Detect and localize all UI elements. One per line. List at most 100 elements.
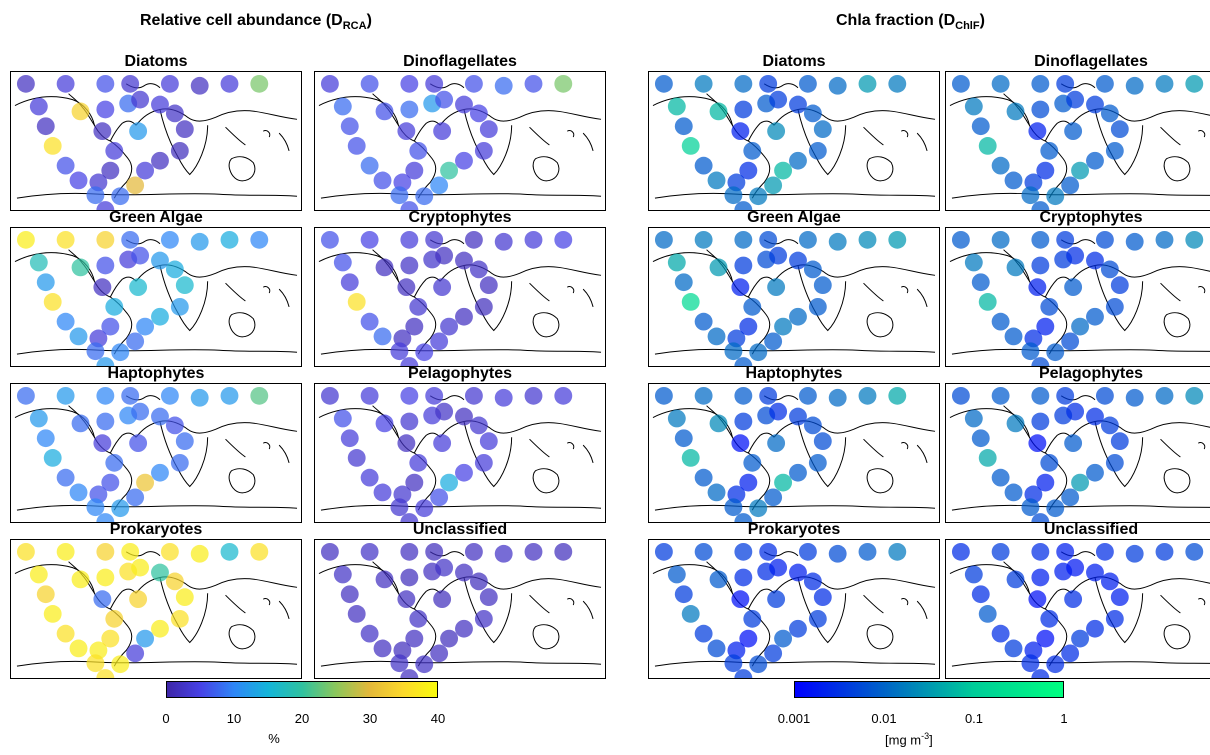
coastline (225, 594, 246, 614)
station-marker (1031, 412, 1050, 431)
station-marker (709, 414, 728, 433)
coastline (228, 468, 256, 494)
station-marker (400, 100, 419, 119)
station-marker (397, 590, 416, 609)
coastline (278, 444, 290, 463)
station-marker (667, 253, 686, 272)
station-marker (250, 74, 269, 93)
station-marker (789, 463, 807, 482)
station-marker (524, 230, 543, 249)
station-marker (694, 312, 713, 331)
station-marker (151, 619, 169, 638)
coastline (567, 130, 575, 138)
coastline (567, 442, 575, 450)
station-marker (455, 407, 473, 426)
station-marker (1031, 74, 1050, 93)
station-marker (469, 104, 488, 123)
world-map (314, 227, 606, 367)
station-marker (121, 386, 140, 405)
coastline (951, 504, 1210, 511)
station-marker (524, 74, 543, 93)
world-map (648, 227, 940, 367)
station-marker (71, 414, 90, 433)
station-marker (1064, 434, 1083, 453)
station-marker (1061, 176, 1080, 195)
station-marker (1185, 74, 1204, 93)
station-marker (375, 414, 394, 433)
station-marker (390, 498, 409, 517)
station-marker (709, 258, 728, 277)
station-marker (707, 171, 726, 190)
station-marker (888, 74, 907, 93)
coastline (263, 130, 271, 138)
station-marker (340, 585, 359, 604)
station-marker (250, 542, 269, 561)
station-marker (798, 386, 817, 405)
station-marker (126, 488, 145, 507)
colorbar-tick-label: 0.01 (871, 711, 897, 726)
coastline (532, 624, 560, 650)
station-marker (415, 499, 434, 518)
station-marker (16, 386, 35, 405)
coastline (228, 624, 256, 650)
station-marker (375, 258, 394, 277)
station-marker (151, 407, 169, 426)
station-marker (707, 639, 726, 658)
station-marker (105, 297, 124, 316)
station-marker (175, 120, 194, 139)
station-marker (494, 544, 513, 563)
station-marker (813, 120, 832, 139)
coastline (1163, 468, 1191, 494)
right-map-panel-cryptophytes: Cryptophytes (945, 209, 1210, 367)
station-marker (951, 74, 970, 93)
station-marker (1056, 74, 1075, 93)
station-marker (739, 161, 758, 180)
station-marker (151, 151, 169, 170)
coastline (225, 126, 246, 146)
station-marker (405, 473, 424, 492)
station-marker (190, 76, 209, 95)
station-marker (1155, 386, 1174, 405)
station-marker (469, 260, 488, 279)
station-marker (789, 563, 807, 582)
coastline (747, 120, 775, 142)
station-marker (1105, 609, 1124, 628)
station-marker (724, 186, 743, 205)
station-marker (175, 276, 194, 295)
station-marker (798, 230, 817, 249)
station-marker (400, 542, 419, 561)
station-marker (160, 230, 179, 249)
station-marker (694, 624, 713, 643)
station-marker (964, 409, 983, 428)
station-marker (667, 409, 686, 428)
station-marker (743, 453, 762, 472)
coastline (318, 564, 437, 667)
station-marker (789, 151, 807, 170)
coastline (652, 408, 771, 511)
station-marker (129, 590, 148, 609)
coastline (263, 598, 271, 606)
station-marker (813, 276, 832, 295)
coastline (463, 265, 513, 332)
coastline (413, 432, 441, 454)
station-marker (474, 453, 493, 472)
station-marker (1006, 570, 1025, 589)
coastline (582, 444, 594, 463)
station-marker (400, 412, 419, 431)
map-canvas (652, 74, 936, 210)
station-marker (455, 251, 473, 270)
station-marker (1100, 104, 1119, 123)
station-marker (1064, 590, 1083, 609)
station-marker (978, 449, 997, 467)
panel-title: Unclassified (412, 521, 508, 538)
station-marker (151, 463, 169, 482)
station-marker (494, 388, 513, 407)
station-marker (160, 386, 179, 405)
station-marker (1125, 544, 1144, 563)
station-marker (165, 572, 184, 591)
station-marker (111, 187, 130, 206)
world-map (314, 383, 606, 523)
station-marker (1100, 572, 1119, 591)
station-marker (131, 558, 150, 577)
coastline (1198, 442, 1206, 450)
